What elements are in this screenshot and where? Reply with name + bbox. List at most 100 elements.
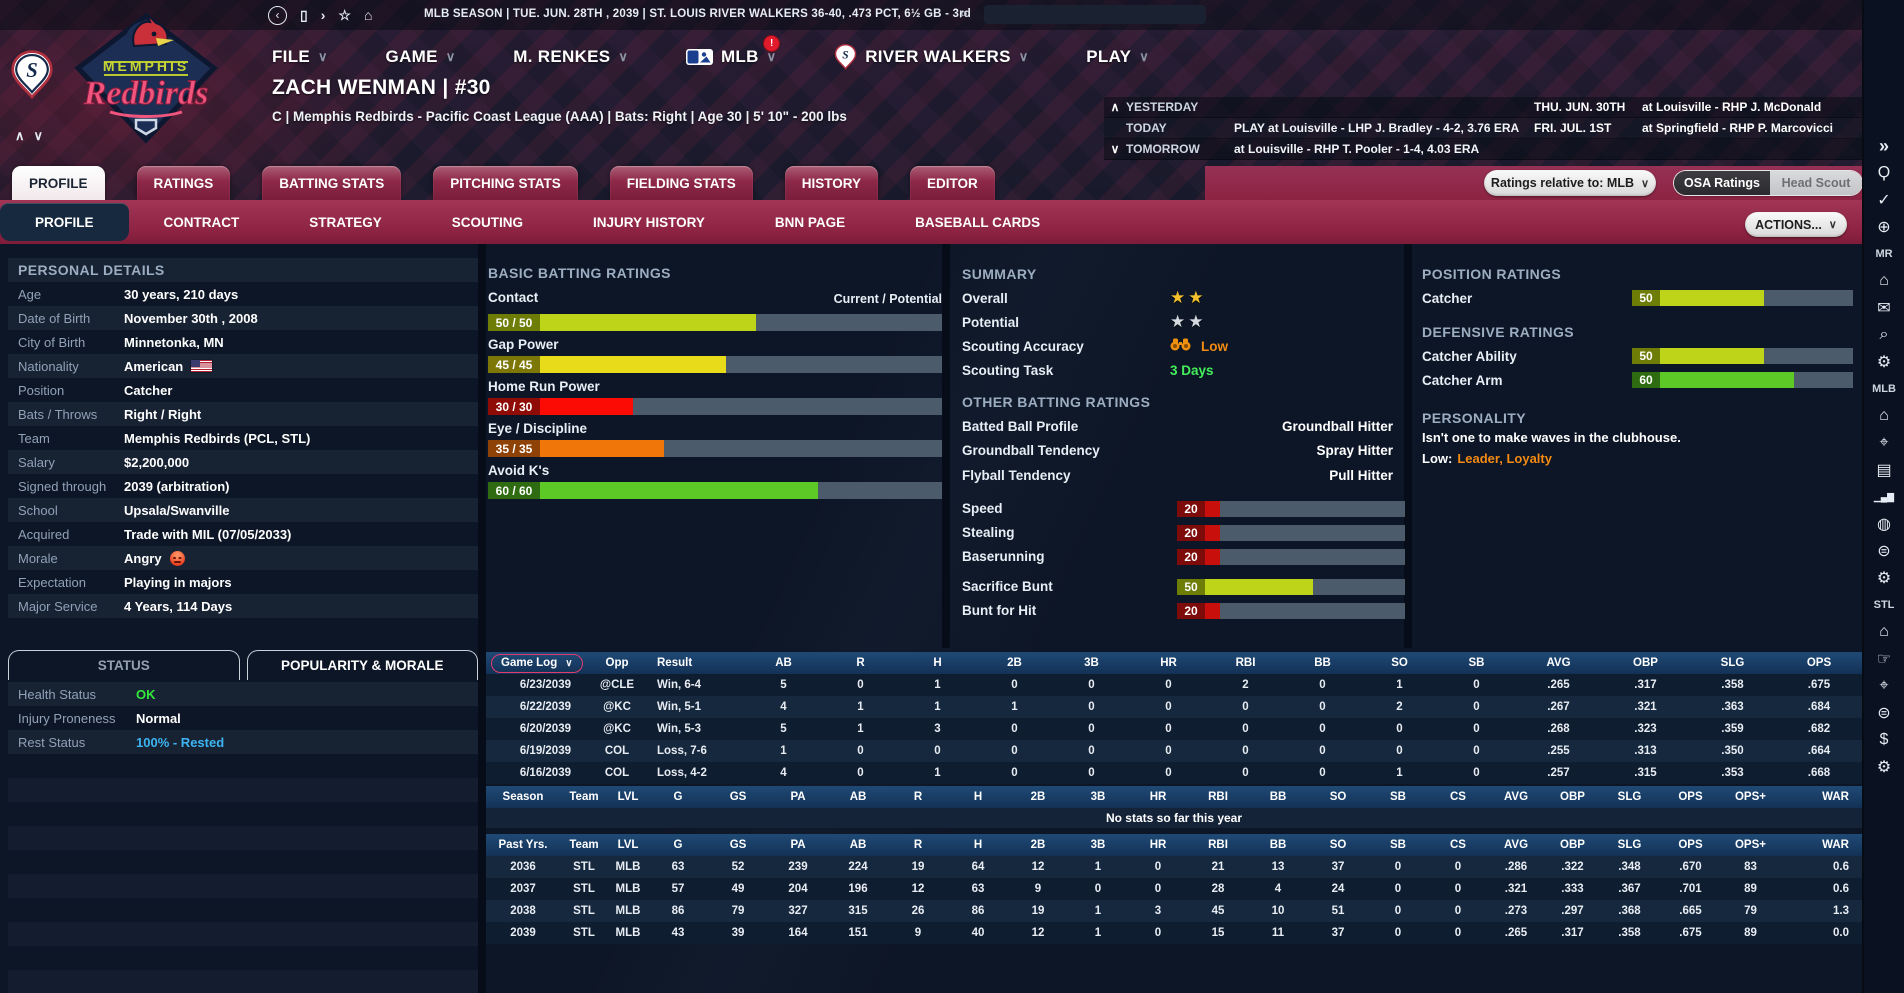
status-tab-popularity-morale[interactable]: POPULARITY & MORALE <box>246 650 478 680</box>
finance-dollar-icon[interactable]: $ <box>1879 731 1889 748</box>
cell: 0 <box>1165 723 1172 735</box>
panel-title: PERSONALITY <box>1422 410 1526 426</box>
settings-gear-icon[interactable]: ⚙ <box>1876 354 1892 371</box>
settings-gear-icon[interactable]: ⚙ <box>1876 759 1892 776</box>
next-player-icon[interactable]: ∨ <box>33 128 44 143</box>
tab-editor[interactable]: EDITOR <box>910 166 995 200</box>
bar-chart-icon[interactable]: ▁▄▇ <box>1873 491 1895 502</box>
settings-gear-icon[interactable]: ⚙ <box>1876 570 1892 587</box>
detail-value-text: Minnetonka, MN <box>124 334 224 350</box>
home-icon[interactable]: ⌂ <box>363 7 373 23</box>
menu-game[interactable]: GAME ∨ <box>386 47 456 67</box>
circled-equals-icon[interactable]: ⊜ <box>1877 543 1891 560</box>
col-header: R <box>856 657 865 669</box>
map-pin-icon[interactable]: ⌖ <box>1879 434 1889 451</box>
empty-stripe-row <box>8 850 478 874</box>
cell: 3 <box>1154 905 1162 917</box>
collapse-chevrons-icon[interactable]: » <box>1878 135 1889 156</box>
cell: 1 <box>934 767 941 779</box>
forward-icon[interactable]: › <box>320 7 326 23</box>
tab-pitching-stats[interactable]: PITCHING STATS <box>433 166 578 200</box>
rating-label: Avoid K's <box>488 463 550 478</box>
col-header: R <box>913 839 923 851</box>
cell: 1 <box>780 745 787 757</box>
cell: 2036 <box>510 861 536 873</box>
back-icon[interactable]: ‹ <box>268 5 287 25</box>
globe-icon[interactable]: ⊕ <box>1877 219 1891 236</box>
rating-label: Contact <box>488 289 539 305</box>
id-card-icon[interactable]: ▤ <box>1876 462 1892 479</box>
status-tab-status[interactable]: STATUS <box>8 650 240 680</box>
detail-value: November 30th , 2008 <box>124 311 258 326</box>
col-header: WAR <box>1822 791 1849 803</box>
subtab-profile[interactable]: PROFILE <box>0 203 129 241</box>
rating-value-chip: 60 / 60 <box>488 482 540 499</box>
actions-button[interactable]: ACTIONS... ∨ <box>1745 212 1847 237</box>
phone-icon[interactable]: ▯ <box>300 7 308 23</box>
subtab-contract[interactable]: CONTRACT <box>163 214 240 230</box>
tab-history[interactable]: HISTORY <box>784 166 879 200</box>
prev-player-icon[interactable]: ∧ <box>15 128 25 143</box>
tab-fielding-stats[interactable]: FIELDING STATS <box>609 166 753 200</box>
cell: 0 <box>1473 679 1480 691</box>
lightbulb-icon[interactable]: Ϙ <box>1877 164 1891 181</box>
detail-label: Date of Birth <box>18 310 91 326</box>
menu-label: M. RENKES <box>513 47 611 66</box>
subtab-baseball-cards[interactable]: BASEBALL CARDS <box>915 214 1041 230</box>
tab-profile[interactable]: PROFILE <box>12 166 105 200</box>
toggle-osa-ratings[interactable]: OSA Ratings <box>1674 171 1770 195</box>
rating-track <box>540 440 942 457</box>
search-input[interactable] <box>984 5 1206 24</box>
tab-ratings[interactable]: RATINGS <box>136 166 231 200</box>
subtab-bnn-page[interactable]: BNN PAGE <box>774 214 846 230</box>
search-icon[interactable]: ⌕ <box>960 5 969 22</box>
schedule-arrow-icon[interactable]: ∨ <box>1110 142 1120 156</box>
detail-value: American <box>124 359 213 374</box>
map-pin-icon[interactable]: ⌖ <box>1879 677 1889 694</box>
toggle-head-scout[interactable]: Head Scout <box>1770 171 1862 195</box>
detail-value-text: Upsala/Swanville <box>124 502 230 518</box>
cell: .267 <box>1547 701 1570 713</box>
col-header: AB <box>849 839 867 851</box>
col-header: AVG <box>1546 657 1571 669</box>
schedule-arrow-icon[interactable]: ∧ <box>1110 100 1120 114</box>
menu-river-walkers[interactable]: S RIVER WALKERS ∨ <box>834 44 1028 70</box>
ratings-relative-dropdown[interactable]: Ratings relative to: MLB ∨ <box>1484 170 1656 196</box>
river-walkers-pin-logo: S <box>11 50 53 100</box>
topbar: ‹ ▯ › ☆ ⌂ MLB SEASON | TUE. JUN. 28TH , … <box>0 0 1862 30</box>
rating-fill <box>1205 578 1313 595</box>
home-icon[interactable]: ⌂ <box>1879 407 1889 424</box>
other-row-flyball-tendency: Flyball Tendency Pull Hitter <box>952 463 1405 488</box>
baseball-icon[interactable]: ◍ <box>1877 516 1891 533</box>
menu-file[interactable]: FILE ∨ <box>272 47 328 67</box>
detail-value-text: Angry <box>124 550 162 566</box>
cell: 12 <box>911 883 925 895</box>
cell: 6/16/2039 <box>519 767 571 779</box>
handshake-icon[interactable]: ☞ <box>1876 651 1892 668</box>
gamelog-selector-cell: Game Log ∨ <box>486 653 584 673</box>
cell: 0 <box>1154 883 1162 895</box>
menu-m-renkes[interactable]: M. RENKES ∨ <box>513 47 628 67</box>
mail-icon[interactable]: ✉ <box>1877 300 1891 317</box>
gamelog-dropdown[interactable]: Game Log ∨ <box>491 653 583 673</box>
cell: .321 <box>1634 701 1657 713</box>
subtab-scouting[interactable]: SCOUTING <box>451 214 524 230</box>
cell: @KC <box>603 723 631 735</box>
personality-low-row: Low: Leader, Loyalty <box>1412 451 1862 472</box>
subtab-injury-history[interactable]: INJURY HISTORY <box>593 214 705 230</box>
home-icon[interactable]: ⌂ <box>1879 272 1889 289</box>
star-icon[interactable]: ☆ <box>338 7 351 23</box>
chevron-down-icon: ∨ <box>1139 49 1149 64</box>
tab-batting-stats[interactable]: BATTING STATS <box>262 166 402 200</box>
check-icon[interactable]: ✓ <box>1877 192 1891 209</box>
cell: 0 <box>1319 767 1326 779</box>
home-icon[interactable]: ⌂ <box>1879 623 1889 640</box>
circled-equals-icon[interactable]: ⊜ <box>1877 705 1891 722</box>
pos-label: Catcher Arm <box>1422 372 1503 388</box>
menu-play[interactable]: PLAY ∨ <box>1086 47 1149 67</box>
subtab-strategy[interactable]: STRATEGY <box>309 214 382 230</box>
search-icon[interactable]: ⌕ <box>1879 326 1889 343</box>
menu-mlb[interactable]: MLB ∨! <box>685 35 781 67</box>
past-years-header: Past Yrs. Team LVL G GS PA AB R H 2B 3B HR RBI BB SO SB… <box>486 834 1862 856</box>
status-row-rest-status: Rest Status 100% - Rested <box>8 730 478 754</box>
